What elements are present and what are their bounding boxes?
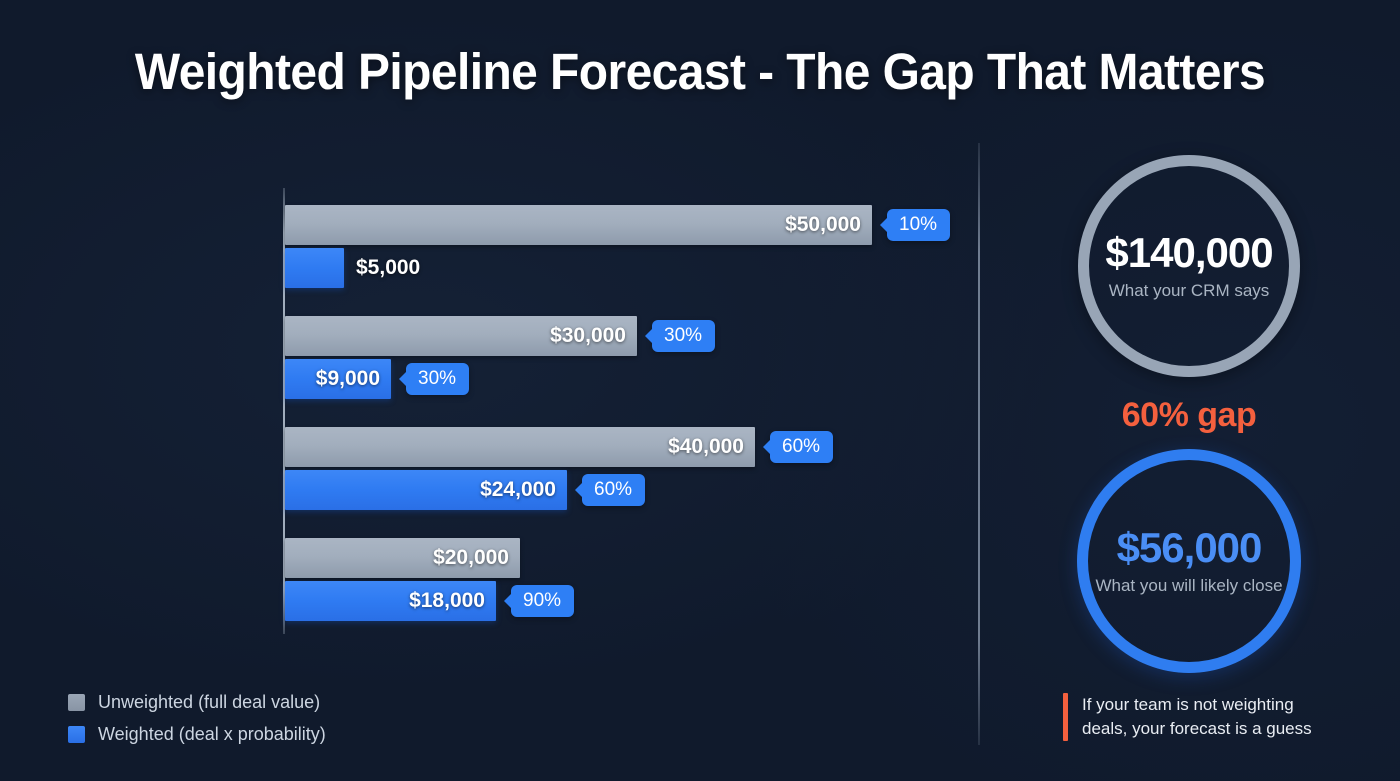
probability-badge-unweighted-deal-b: 30% [652,320,716,352]
legend-label-weighted: Weighted (deal x probability) [98,723,326,744]
probability-badge-weighted-deal-d: 90% [511,585,575,617]
bar-unweighted-deal-b[interactable]: $30,000 30% [285,316,716,356]
bar-weighted-deal-c[interactable]: $24,000 60% [285,470,646,510]
page-title: Weighted Pipeline Forecast - The Gap Tha… [134,43,1266,100]
legend-label-unweighted: Unweighted (full deal value) [98,691,321,712]
bar-unweighted-deal-c[interactable]: $40,000 60% [285,427,834,467]
likely-close-ring: $56,000 What you will likely close [1077,449,1301,673]
bar-weighted-deal-b[interactable]: $9,000 30% [285,359,470,399]
legend-swatch-unweighted-icon [68,693,85,711]
probability-badge-weighted-deal-c: 60% [582,474,646,506]
bar-value-weighted-deal-d: $18,000 [409,589,485,612]
bar-value-weighted-deal-b: $9,000 [315,367,380,390]
summary-panel: $140,000 What your CRM says 60% gap $56,… [978,0,1400,781]
bar-value-unweighted-deal-b: $30,000 [550,324,626,347]
bar-value-unweighted-deal-a: $50,000 [785,213,861,236]
insight-callout: If your team is not weighting deals, you… [1063,693,1312,742]
bar-value-weighted-deal-c: $24,000 [480,478,556,501]
bar-weighted-deal-d[interactable]: $18,000 90% [285,581,575,621]
bar-unweighted-deal-a[interactable]: $50,000 10% [285,205,951,245]
legend-item-unweighted[interactable]: Unweighted (full deal value) [68,686,326,718]
chart-legend: Unweighted (full deal value) Weighted (d… [68,686,326,750]
panel-divider [978,143,980,745]
probability-badge-unweighted-deal-a: 10% [887,209,951,241]
bar-chart-panel: Deal A - Discovery $50,000 10% $5,000 De… [0,0,978,781]
bar-unweighted-deal-d[interactable]: $20,000 [285,538,520,578]
bar-weighted-deal-a[interactable]: $5,000 [285,248,420,288]
gap-label: 60% gap [1121,396,1257,434]
callout-accent-bar [1063,693,1068,742]
probability-badge-weighted-deal-b: 30% [406,363,470,395]
bar-value-unweighted-deal-c: $40,000 [668,435,744,458]
legend-item-weighted[interactable]: Weighted (deal x probability) [68,718,326,750]
probability-badge-unweighted-deal-c: 60% [770,431,834,463]
callout-text: If your team is not weighting deals, you… [1082,695,1312,739]
crm-total-caption: What your CRM says [1108,280,1270,300]
legend-swatch-weighted-icon [68,725,85,743]
crm-total-value: $140,000 [1105,228,1273,276]
bar-value-weighted-deal-a: $5,000 [356,256,421,279]
chart-y-axis [283,188,285,634]
likely-close-caption: What you will likely close [1095,575,1283,595]
crm-total-ring: $140,000 What your CRM says [1078,155,1300,377]
bar-value-unweighted-deal-d: $20,000 [433,546,509,569]
likely-close-value: $56,000 [1116,523,1263,571]
